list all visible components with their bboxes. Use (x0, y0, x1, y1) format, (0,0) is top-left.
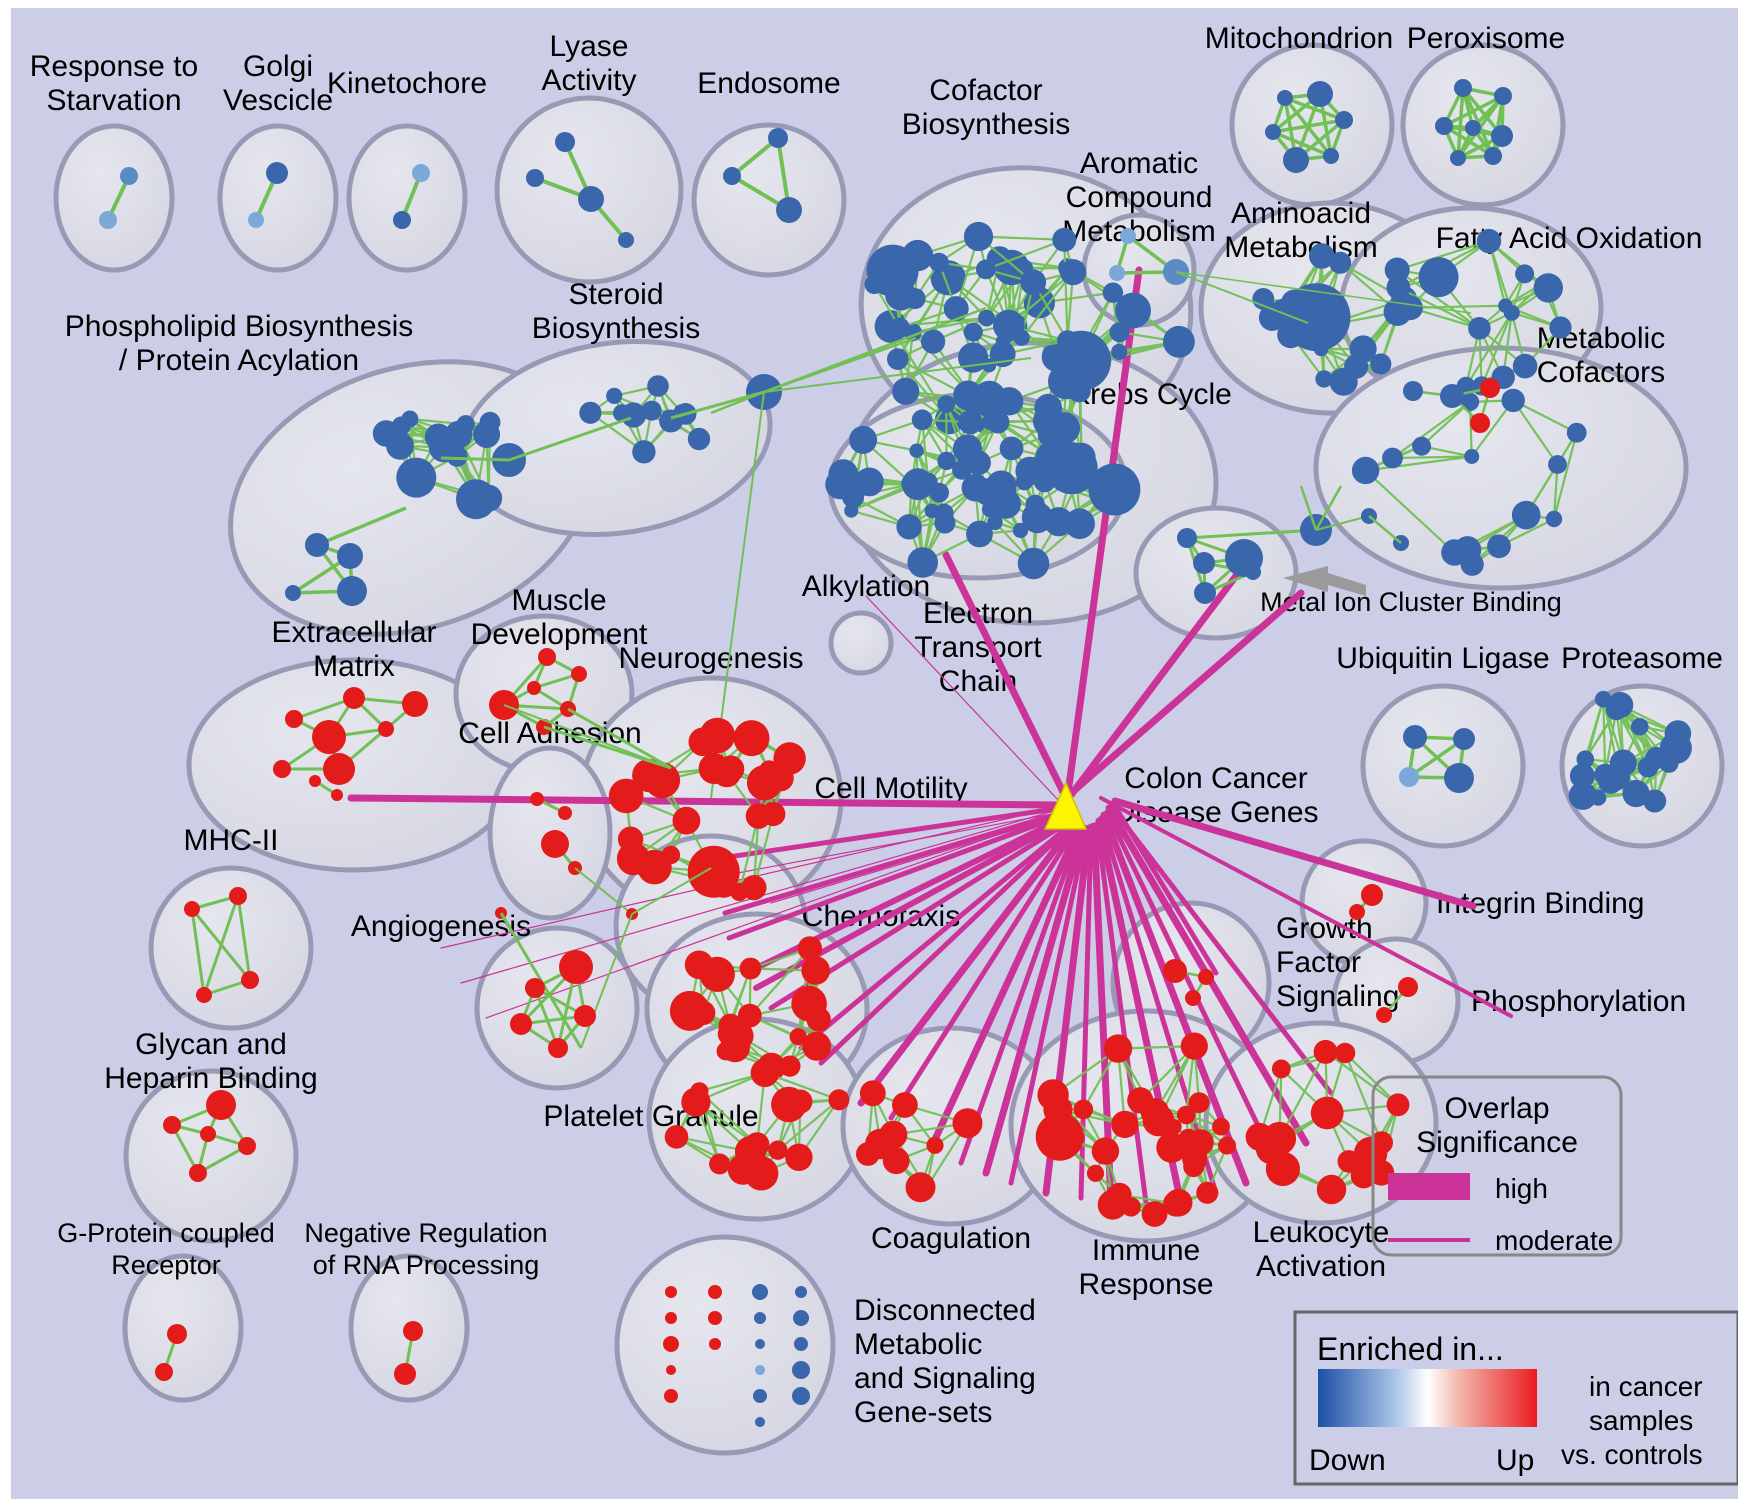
svg-text:Phospholipid Biosynthesis: Phospholipid Biosynthesis (65, 310, 414, 343)
svg-text:Muscle: Muscle (511, 584, 606, 617)
svg-text:MHC-II: MHC-II (184, 824, 279, 857)
svg-text:Overlap: Overlap (1444, 1092, 1549, 1125)
svg-text:Biosynthesis: Biosynthesis (532, 312, 700, 345)
svg-text:Coagulation: Coagulation (871, 1222, 1031, 1255)
svg-text:Aminoacid: Aminoacid (1231, 197, 1371, 230)
svg-text:of RNA Processing: of RNA Processing (313, 1250, 540, 1280)
svg-text:Biosynthesis: Biosynthesis (902, 108, 1070, 141)
svg-text:Glycan and: Glycan and (135, 1028, 287, 1061)
svg-text:Vescicle: Vescicle (223, 84, 333, 117)
svg-text:in cancer: in cancer (1589, 1371, 1703, 1402)
svg-text:Golgi: Golgi (243, 50, 313, 83)
svg-text:Down: Down (1309, 1444, 1386, 1477)
svg-text:Extracellular: Extracellular (271, 616, 436, 649)
svg-text:Immune: Immune (1092, 1234, 1200, 1267)
svg-text:Activity: Activity (541, 64, 636, 97)
svg-text:Kinetochore: Kinetochore (327, 67, 487, 100)
svg-text:Aromatic: Aromatic (1080, 147, 1198, 180)
svg-text:Alkylation: Alkylation (802, 570, 930, 603)
svg-text:Proteasome: Proteasome (1561, 642, 1723, 675)
svg-text:Compound: Compound (1066, 181, 1213, 214)
svg-text:samples: samples (1589, 1405, 1693, 1436)
svg-text:Starvation: Starvation (46, 84, 181, 117)
svg-text:Peroxisome: Peroxisome (1407, 22, 1565, 55)
svg-text:Response to: Response to (30, 50, 198, 83)
svg-text:Enriched in...: Enriched in... (1317, 1331, 1504, 1367)
svg-text:moderate: moderate (1495, 1225, 1613, 1256)
svg-text:vs. controls: vs. controls (1561, 1439, 1703, 1470)
svg-text:G-Protein coupled: G-Protein coupled (57, 1218, 275, 1248)
svg-text:/ Protein Acylation: / Protein Acylation (119, 344, 359, 377)
svg-text:Disconnected: Disconnected (854, 1294, 1036, 1327)
svg-text:Leukocyte: Leukocyte (1253, 1216, 1390, 1249)
svg-text:Metal Ion Cluster Binding: Metal Ion Cluster Binding (1260, 587, 1562, 617)
svg-text:Matrix: Matrix (313, 650, 395, 683)
svg-text:Heparin Binding: Heparin Binding (104, 1062, 317, 1095)
svg-text:Activation: Activation (1256, 1250, 1386, 1283)
svg-text:Lyase: Lyase (550, 30, 629, 63)
svg-text:Negative Regulation: Negative Regulation (304, 1218, 547, 1248)
svg-text:Metabolic: Metabolic (854, 1328, 982, 1361)
svg-text:Cofactor: Cofactor (929, 74, 1042, 107)
svg-text:Receptor: Receptor (111, 1250, 221, 1280)
svg-text:Factor: Factor (1276, 946, 1361, 979)
svg-text:Metabolism: Metabolism (1224, 231, 1377, 264)
svg-text:Ubiquitin Ligase: Ubiquitin Ligase (1336, 642, 1549, 675)
svg-text:Cofactors: Cofactors (1537, 356, 1665, 389)
svg-text:high: high (1495, 1173, 1548, 1204)
svg-text:and Signaling: and Signaling (854, 1362, 1036, 1395)
svg-text:Significance: Significance (1416, 1126, 1578, 1159)
svg-text:Transport: Transport (914, 631, 1042, 664)
svg-text:Response: Response (1078, 1268, 1213, 1301)
svg-text:Colon Cancer: Colon Cancer (1124, 762, 1307, 795)
svg-text:Up: Up (1496, 1444, 1534, 1477)
svg-text:Steroid: Steroid (568, 278, 663, 311)
svg-text:Mitochondrion: Mitochondrion (1205, 22, 1393, 55)
svg-text:Endosome: Endosome (697, 67, 840, 100)
svg-text:Neurogenesis: Neurogenesis (618, 642, 803, 675)
svg-text:Gene-sets: Gene-sets (854, 1396, 992, 1429)
